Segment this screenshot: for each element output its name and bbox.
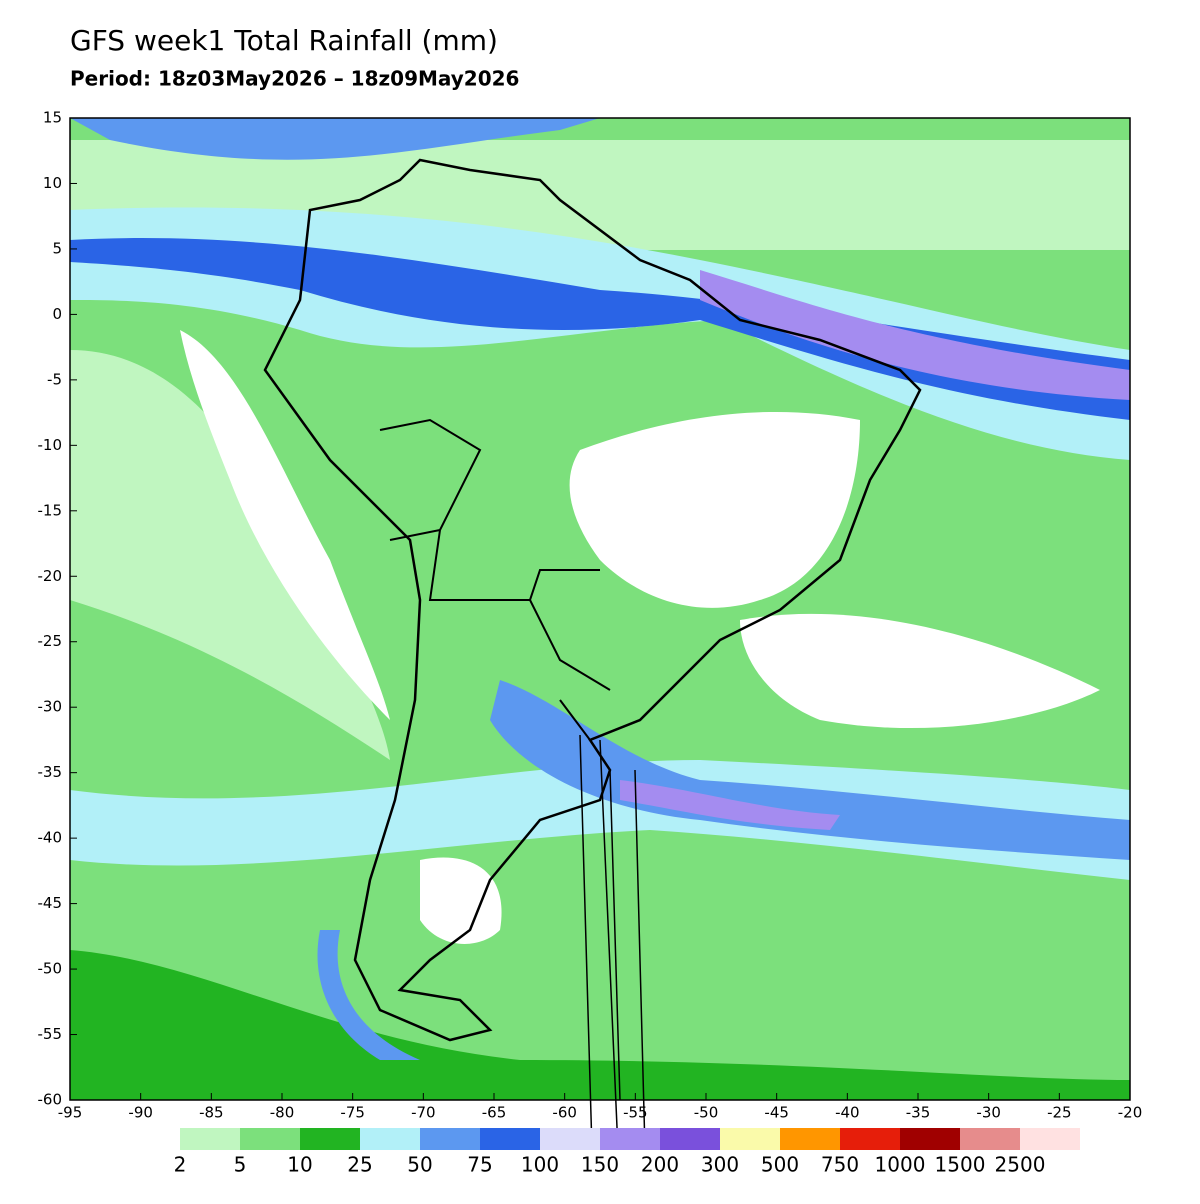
rain-area xyxy=(70,950,1130,1100)
rain-area xyxy=(70,760,1130,880)
y-tick-label: -55 xyxy=(38,1025,63,1043)
x-tick-label: -80 xyxy=(270,1104,295,1122)
colorbar-label: 2500 xyxy=(995,1153,1046,1177)
colorbar-label: 25 xyxy=(347,1153,372,1177)
colorbar-box xyxy=(780,1128,840,1150)
dry-area xyxy=(420,857,502,944)
y-tick-label: 10 xyxy=(43,174,62,192)
x-tick-label: -70 xyxy=(411,1104,436,1122)
y-tick-label: -50 xyxy=(38,960,63,978)
colorbar-box xyxy=(1020,1128,1080,1150)
rain-area xyxy=(620,780,840,830)
period: Period: 18z03May2026 – 18z09May2026 xyxy=(70,67,519,91)
colorbar-box xyxy=(660,1128,720,1150)
title: GFS week1 Total Rainfall (mm) xyxy=(70,24,498,57)
country-border xyxy=(379,418,611,741)
plot-frame xyxy=(69,117,1131,1101)
colorbar-box xyxy=(600,1128,660,1150)
x-tick-label: -75 xyxy=(340,1104,365,1122)
colorbar-box xyxy=(300,1128,360,1150)
y-tick-label: -5 xyxy=(47,370,62,388)
x-tick-label: -65 xyxy=(482,1104,507,1122)
x-tick-label: -85 xyxy=(199,1104,224,1122)
colorbar-box xyxy=(360,1128,420,1150)
y-tick-label: -35 xyxy=(38,763,63,781)
colorbar-label: 50 xyxy=(407,1153,432,1177)
artifact-line xyxy=(579,734,646,1151)
x-tick-label: -20 xyxy=(1118,1104,1143,1122)
x-tick-label: -95 xyxy=(58,1104,83,1122)
colorbar-label: 200 xyxy=(641,1153,679,1177)
x-tick-label: -90 xyxy=(128,1104,153,1122)
rain-area xyxy=(700,270,1130,400)
y-tick-label: -25 xyxy=(38,632,63,650)
colorbar-box xyxy=(720,1128,780,1150)
rain-area xyxy=(70,350,390,760)
y-tick-label: -30 xyxy=(38,698,63,716)
colorbar-label: 5 xyxy=(234,1153,247,1177)
rain-area xyxy=(317,930,420,1060)
colorbar-box xyxy=(900,1128,960,1150)
colorbar-box xyxy=(240,1128,300,1150)
colorbar-label: 10 xyxy=(287,1153,312,1177)
y-tick-label: -60 xyxy=(38,1091,63,1109)
colorbar-box xyxy=(480,1128,540,1150)
x-tick-label: -30 xyxy=(976,1104,1001,1122)
colorbar-label: 2 xyxy=(174,1153,187,1177)
colorbar-label: 500 xyxy=(761,1153,799,1177)
colorbar-box xyxy=(420,1128,480,1150)
colorbar-label: 75 xyxy=(467,1153,492,1177)
colorbar-box xyxy=(960,1128,1020,1150)
rain-area xyxy=(490,680,1130,860)
colorbar-label: 1500 xyxy=(935,1153,986,1177)
y-tick-label: 0 xyxy=(52,305,62,323)
y-tick-label: 5 xyxy=(52,239,62,257)
colorbar-box xyxy=(840,1128,900,1150)
y-tick-label: -40 xyxy=(38,829,63,847)
colorbar-label: 300 xyxy=(701,1153,739,1177)
x-tick-label: -50 xyxy=(694,1104,719,1122)
colorbar-label: 150 xyxy=(581,1153,619,1177)
x-tick-label: -45 xyxy=(764,1104,789,1122)
rain-area xyxy=(70,118,600,160)
y-tick-label: 15 xyxy=(43,109,62,127)
x-tick-label: -35 xyxy=(906,1104,931,1122)
dry-area xyxy=(569,411,860,608)
x-tick-label: -40 xyxy=(835,1104,860,1122)
y-tick-label: -20 xyxy=(38,567,63,585)
x-tick-label: -60 xyxy=(552,1104,577,1122)
x-tick-label: -55 xyxy=(623,1104,648,1122)
colorbar-label: 100 xyxy=(521,1153,559,1177)
dry-area xyxy=(180,330,390,720)
y-tick-label: -45 xyxy=(38,894,63,912)
rain-field xyxy=(70,118,1130,1100)
colorbar-box xyxy=(180,1128,240,1150)
dry-area xyxy=(740,613,1100,729)
x-tick-label: -25 xyxy=(1047,1104,1072,1122)
y-tick-label: -10 xyxy=(38,436,63,454)
colorbar-label: 750 xyxy=(821,1153,859,1177)
rain-area xyxy=(70,238,1130,420)
colorbar-box xyxy=(540,1128,600,1150)
colorbar-label: 1000 xyxy=(875,1153,926,1177)
y-tick-label: -15 xyxy=(38,501,63,519)
